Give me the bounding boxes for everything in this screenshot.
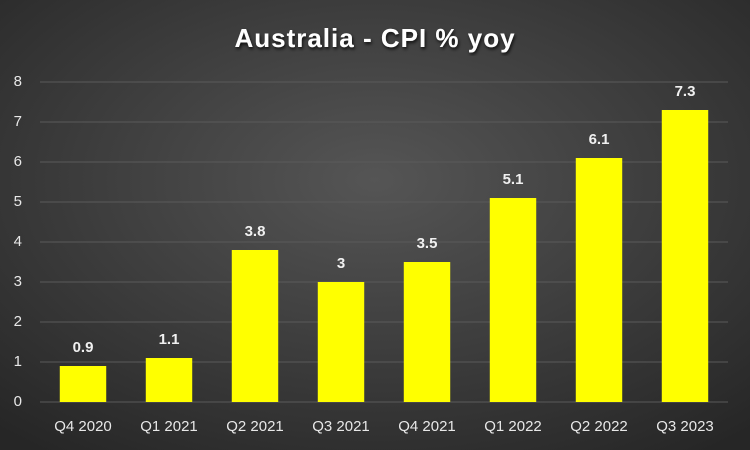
- value-label: 1.1: [159, 331, 180, 348]
- bar: [231, 250, 279, 402]
- value-label: 3.8: [245, 223, 266, 240]
- x-tick-label: Q2 2022: [570, 418, 628, 435]
- x-tick-label: Q3 2023: [656, 418, 714, 435]
- y-tick-label: 7: [14, 113, 22, 130]
- value-label: 5.1: [503, 171, 524, 188]
- x-tick-label: Q3 2021: [312, 418, 370, 435]
- bar: [59, 366, 107, 402]
- value-label: 3: [337, 255, 345, 272]
- bar: [575, 158, 623, 402]
- value-label: 6.1: [589, 131, 610, 148]
- bar: [489, 198, 537, 402]
- bar: [403, 262, 451, 402]
- y-tick-label: 5: [14, 193, 22, 210]
- y-tick-label: 6: [14, 153, 22, 170]
- y-tick-label: 4: [14, 233, 22, 250]
- bar: [317, 282, 365, 402]
- y-tick-label: 2: [14, 313, 22, 330]
- x-tick-label: Q2 2021: [226, 418, 284, 435]
- y-tick-label: 1: [14, 353, 22, 370]
- chart-title: Australia - CPI % yoy: [234, 23, 515, 53]
- value-label: 7.3: [675, 83, 696, 100]
- x-tick-label: Q1 2022: [484, 418, 542, 435]
- x-tick-label: Q4 2021: [398, 418, 456, 435]
- y-tick-label: 0: [14, 393, 22, 410]
- value-label: 3.5: [417, 235, 438, 252]
- bar: [661, 110, 709, 402]
- x-tick-label: Q4 2020: [54, 418, 112, 435]
- x-tick-label: Q1 2021: [140, 418, 198, 435]
- y-tick-label: 8: [14, 73, 22, 90]
- value-label: 0.9: [73, 339, 94, 356]
- bar: [145, 358, 193, 402]
- y-tick-label: 3: [14, 273, 22, 290]
